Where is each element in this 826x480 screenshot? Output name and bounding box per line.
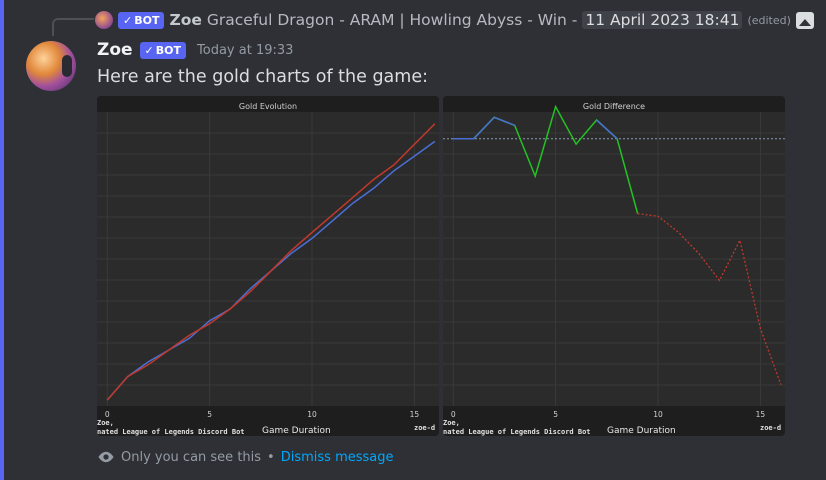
ephemeral-text: Only you can see this xyxy=(121,449,262,465)
reply-author[interactable]: Zoe xyxy=(169,11,202,29)
x-tick-label: 15 xyxy=(410,410,420,419)
x-axis-label: Game Duration xyxy=(607,426,676,436)
series-segment-above-zero xyxy=(596,119,618,140)
reply-reference[interactable]: ✓ BOT Zoe Graceful Dragon - ARAM | Howli… xyxy=(95,9,814,31)
chart-title: Gold Evolution xyxy=(238,102,298,111)
x-tick-label: 15 xyxy=(756,410,766,419)
eye-icon xyxy=(98,451,114,463)
watermark-line-1: Zoe, xyxy=(97,419,114,427)
image-icon xyxy=(795,11,814,29)
gold-evolution-plot: 0 5 10 15 xyxy=(97,112,439,419)
x-tick-label: 0 xyxy=(451,410,456,419)
x-tick-label: 5 xyxy=(553,410,558,419)
reply-bot-badge: ✓ BOT xyxy=(118,11,165,29)
x-tick-label: 10 xyxy=(307,410,317,419)
check-icon: ✓ xyxy=(123,13,133,27)
watermark-right: zoe-d xyxy=(414,424,436,432)
series-line xyxy=(637,212,782,385)
headset-icon xyxy=(62,55,72,77)
series-segment-above-zero xyxy=(473,116,495,140)
message-content: Here are the gold charts of the game: xyxy=(97,67,428,87)
gold-difference-chart[interactable]: 0 5 10 15 Gold Difference xyxy=(443,96,785,436)
reply-bot-label: BOT xyxy=(134,13,160,27)
x-tick-label: 10 xyxy=(653,410,663,419)
watermark-line-1: Zoe, xyxy=(443,419,460,427)
reply-edited: (edited) xyxy=(747,13,791,27)
reply-date: 11 April 2023 18:41 xyxy=(582,11,743,29)
message-header: Zoe ✓ BOT Today at 19:33 xyxy=(97,40,293,60)
x-tick-label: 0 xyxy=(105,410,110,419)
chart-title: Gold Difference xyxy=(582,102,646,111)
watermark-right: zoe-d xyxy=(760,424,782,432)
dismiss-message-link[interactable]: Dismiss message xyxy=(280,449,394,465)
bot-badge: ✓ BOT xyxy=(139,41,187,59)
mention-accent-bar xyxy=(0,0,4,480)
ephemeral-footer: Only you can see this • Dismiss message xyxy=(97,448,394,466)
reply-spine xyxy=(52,18,94,36)
message-timestamp[interactable]: Today at 19:33 xyxy=(197,42,294,58)
check-icon: ✓ xyxy=(144,43,154,57)
reply-text[interactable]: Graceful Dragon - ARAM | Howling Abyss -… xyxy=(206,11,578,29)
series-line xyxy=(106,123,436,401)
watermark-line-2: nated League of Legends Discord Bot xyxy=(97,428,245,436)
x-axis-label: Game Duration xyxy=(262,426,331,436)
gold-difference-plot: 0 5 10 15 xyxy=(443,104,785,419)
author-name[interactable]: Zoe xyxy=(97,40,133,60)
gold-evolution-chart[interactable]: 0 5 10 15 Gold Evolution xyxy=(97,96,439,436)
avatar[interactable] xyxy=(26,41,76,91)
watermark-line-2: nated League of Legends Discord Bot xyxy=(443,428,591,436)
reply-avatar[interactable] xyxy=(95,11,113,29)
bot-label: BOT xyxy=(155,43,182,57)
separator: • xyxy=(267,449,275,465)
series-segment-above-zero xyxy=(493,116,515,127)
x-tick-label: 5 xyxy=(207,410,212,419)
